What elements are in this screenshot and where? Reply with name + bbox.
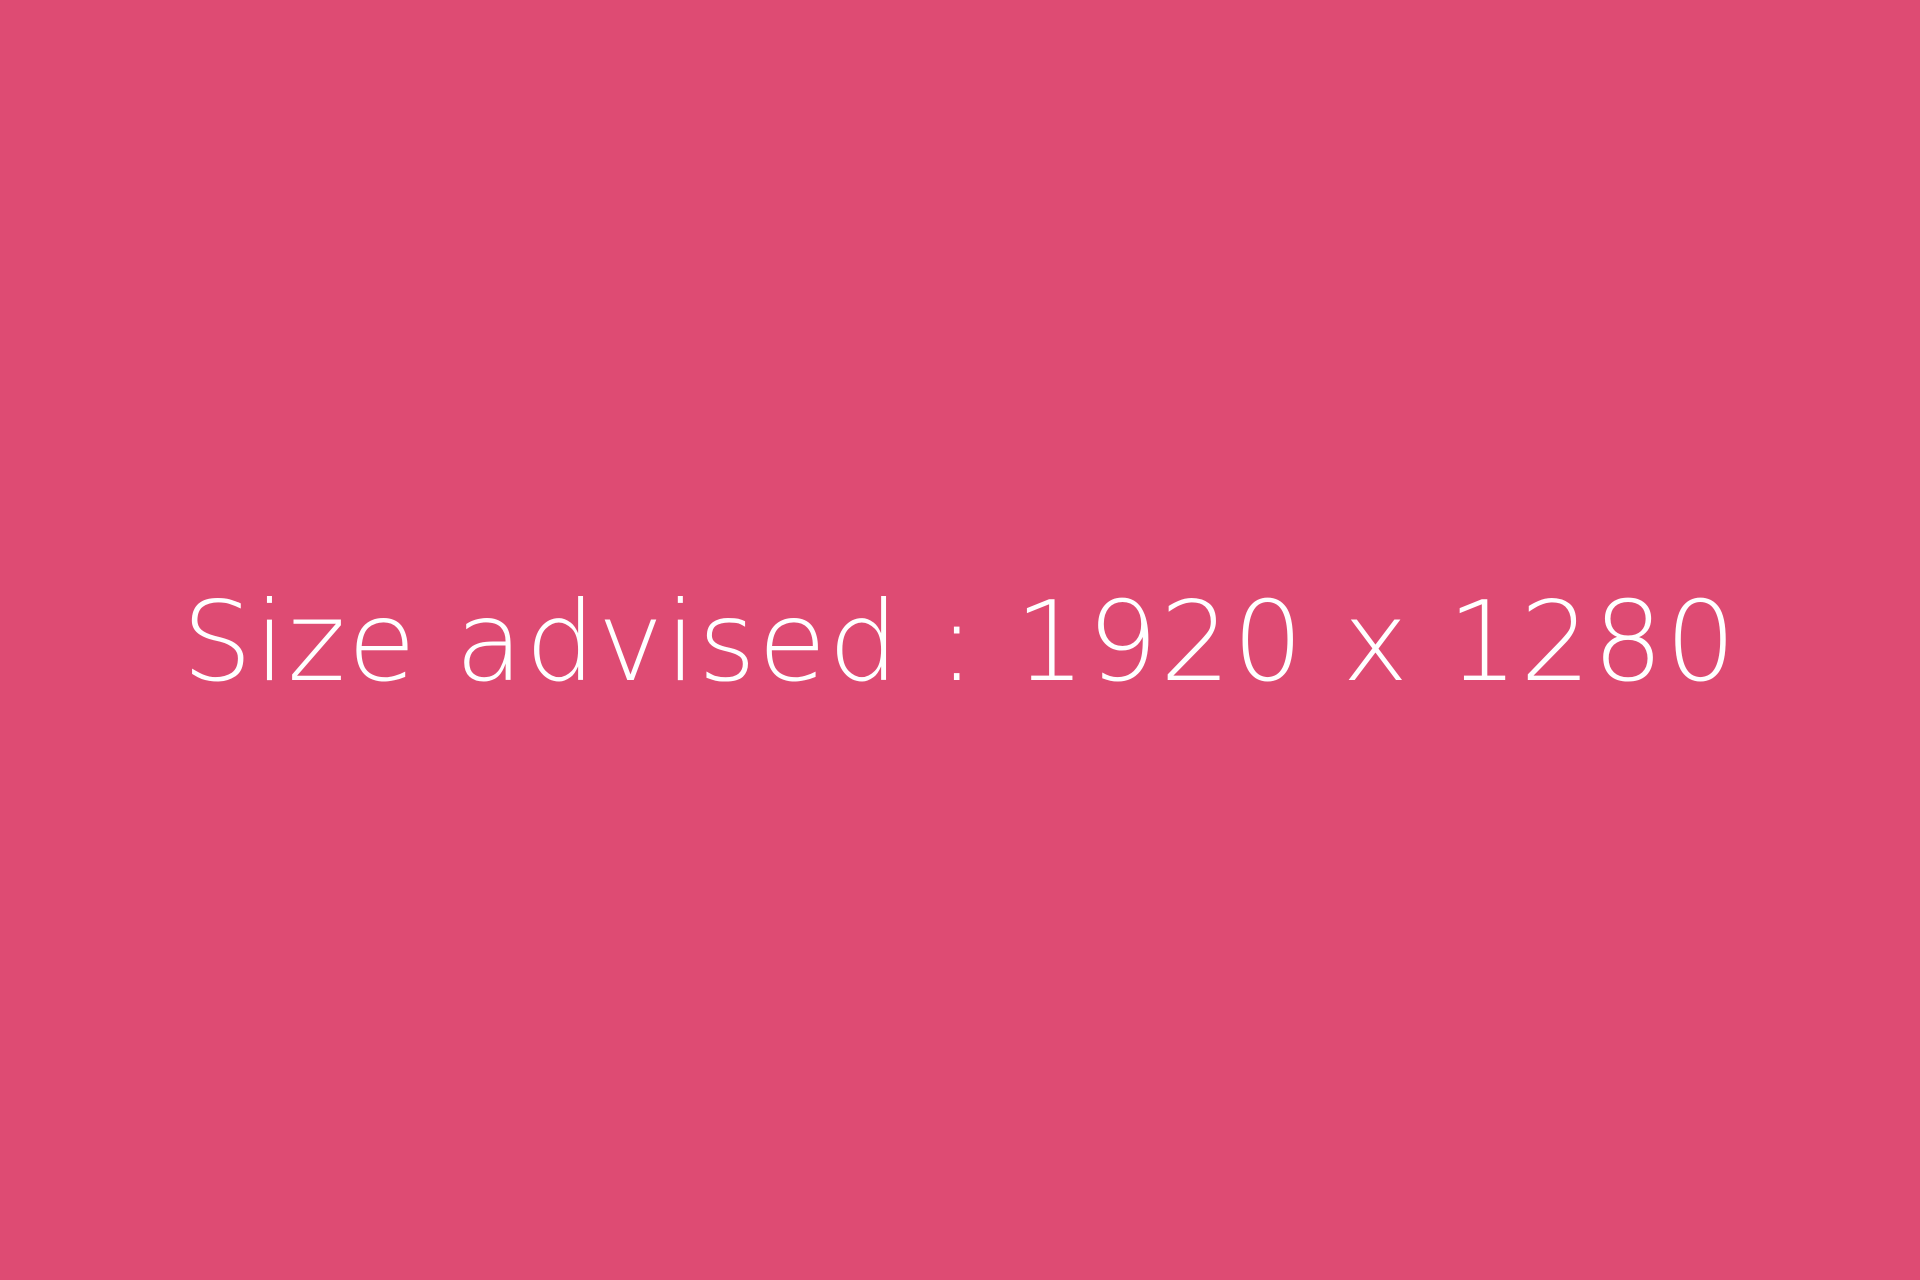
size-advice-text: Size advised : 1920 x 1280	[182, 577, 1738, 707]
